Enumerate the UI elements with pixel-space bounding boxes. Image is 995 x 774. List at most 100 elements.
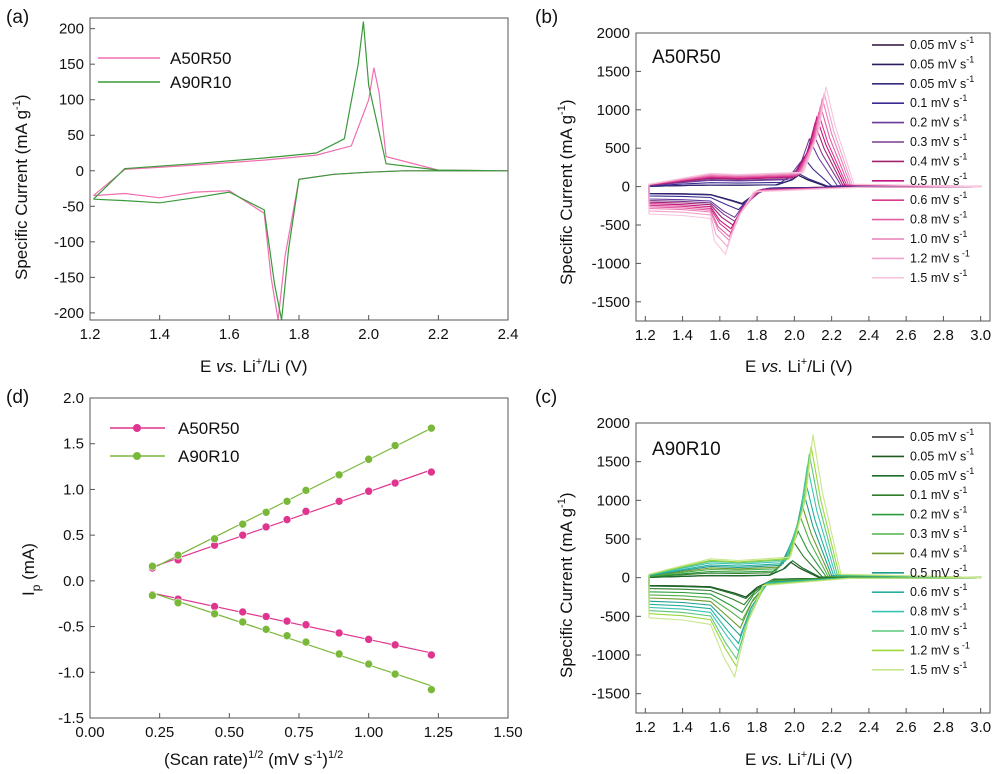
panel-d-y-axis-title: Ip (mA) — [19, 543, 43, 596]
x-tick-label: 3.0 — [970, 327, 991, 344]
data-point-a50r50 — [301, 620, 311, 630]
data-point-a90r10 — [148, 591, 157, 600]
panel-d-x-ticks: 0.00 0.25 0.50 0.75 1.00 1.25 1.50 — [75, 713, 523, 741]
legend-label-rate-3: 0.1 mV s-1 — [910, 93, 967, 110]
panel-b-plot — [648, 86, 982, 256]
panel-a-legend: A50R50 A90R10 — [98, 49, 231, 92]
cv-curve-a90r10 — [93, 21, 509, 321]
y-tick-label: 2000 — [597, 25, 630, 42]
data-point-a50r50 — [261, 522, 271, 532]
y-tick-label: 500 — [605, 531, 630, 548]
x-tick-label: 2.2 — [821, 719, 842, 736]
x-tick-label: 2.4 — [858, 327, 879, 344]
x-tick-label: 2.0 — [358, 326, 379, 343]
y-tick-label: 0.5 — [63, 527, 84, 544]
panel-c-letter: (c) — [535, 387, 557, 408]
legend-label-a50r50: A50R50 — [178, 419, 239, 438]
data-point-a50r50 — [238, 607, 248, 617]
data-point-a90r10 — [364, 454, 373, 464]
x-tick-label: 2.8 — [933, 327, 954, 344]
cv-curve-rate-12 — [648, 86, 982, 256]
data-point-a90r10 — [427, 685, 436, 694]
y-tick-label: 0 — [622, 570, 630, 587]
x-tick-label: 0.25 — [145, 724, 174, 741]
y-tick-label: -1.5 — [58, 710, 84, 727]
y-tick-label: 500 — [605, 140, 630, 157]
panel-c-plot — [648, 434, 982, 679]
data-point-a90r10 — [334, 470, 344, 480]
y-tick-label: -1000 — [592, 255, 630, 272]
data-point-a50r50 — [427, 467, 436, 477]
legend-label-rate-1: 0.05 mV s-1 — [910, 54, 974, 71]
y-tick-label: 100 — [59, 92, 84, 109]
y-tick-label: -1500 — [592, 686, 630, 703]
panel-a-frame — [89, 17, 509, 321]
x-tick-label: 3.0 — [970, 719, 991, 736]
legend-label-rate-2: 0.05 mV s-1 — [910, 466, 974, 483]
y-tick-label: 1500 — [597, 454, 630, 471]
legend-label-a90r10: A90R10 — [178, 447, 239, 466]
panel-a-y-axis-title: Specific Current (mA g-1) — [11, 94, 31, 280]
panel-d: (d) 0.00 0.25 0.50 0.75 1.00 1.25 1.50 -1.5-1.… — [6, 387, 523, 769]
data-point-a90r10 — [282, 497, 292, 506]
legend-label-rate-1: 0.05 mV s-1 — [910, 446, 974, 463]
panel-b-y-axis-title: Specific Current (mA g-1) — [556, 99, 576, 285]
panel-d-plot — [148, 423, 436, 694]
legend-label-rate-0: 0.05 mV s-1 — [910, 35, 974, 52]
x-tick-label: 1.2 — [635, 327, 656, 344]
panel-a-x-ticks: 1.2 1.4 1.6 1.8 2.0 2.2 2.4 — [80, 315, 518, 343]
panel-c-legend: 0.05 mV s-1 0.05 mV s-1 0.05 mV s-1 0.1 mV … — [872, 427, 974, 677]
x-tick-label: 1.8 — [289, 326, 310, 343]
panel-b-x-ticks: 1.2 1.4 1.6 1.8 2.0 2.2 2.4 2.6 2.8 3.0 — [635, 316, 991, 344]
panel-b-frame — [635, 32, 991, 322]
x-tick-label: 1.6 — [709, 719, 730, 736]
panel-a-y-ticks: -200 -150 -100 -50 0 50 100 150 200 — [54, 21, 95, 322]
data-point-a50r50 — [334, 497, 344, 506]
legend-label-rate-8: 0.6 mV s-1 — [910, 582, 967, 599]
panel-c-y-ticks: -1500 -1000 -500 0 500 1000 1500 2000 — [592, 415, 641, 703]
x-tick-label: 0.50 — [215, 724, 244, 741]
fit-line-a50r50-cathodic — [152, 592, 432, 654]
panel-a-letter: (a) — [6, 7, 29, 28]
fit-line-a50r50-anodic — [152, 469, 432, 568]
panel-c-frame — [635, 422, 991, 714]
panel-c: (c) 1.2 1.4 1.6 1.8 2.0 2.2 2.4 2.6 2.8 3.0 -1500… — [535, 387, 991, 769]
y-tick-label: -500 — [600, 217, 630, 234]
legend-label-rate-7: 0.5 mV s-1 — [910, 563, 967, 580]
panel-d-y-ticks: -1.5 -1.0 -0.5 0.0 0.5 1.0 1.5 2.0 — [58, 390, 95, 727]
data-point-a90r10 — [427, 423, 436, 433]
panel-c-sample-label: A90R10 — [652, 439, 721, 460]
x-tick-label: 1.25 — [424, 724, 453, 741]
panel-b-legend: 0.05 mV s-1 0.05 mV s-1 0.05 mV s-1 0.1 mV … — [872, 35, 974, 285]
legend-label-a50r50: A50R50 — [170, 49, 231, 68]
y-tick-label: 0.0 — [63, 573, 84, 590]
x-tick-label: 2.6 — [896, 719, 917, 736]
legend-label-rate-2: 0.05 mV s-1 — [910, 74, 974, 91]
y-tick-label: -200 — [54, 305, 84, 322]
data-point-a50r50 — [390, 478, 400, 488]
y-tick-label: 2.0 — [63, 390, 84, 407]
fit-line-a90r10-anodic — [152, 427, 432, 569]
data-point-a90r10 — [301, 486, 311, 495]
x-tick-label: 2.2 — [428, 326, 449, 343]
panel-b-sample-label: A50R50 — [652, 47, 721, 68]
legend-label-a90r10: A90R10 — [170, 73, 231, 92]
y-tick-label: 150 — [59, 56, 84, 73]
x-tick-label: 1.8 — [747, 719, 768, 736]
legend-label-rate-6: 0.4 mV s-1 — [910, 151, 967, 168]
panel-c-x-axis-title: E vs. Li+/Li (V) — [745, 749, 853, 769]
panel-d-letter: (d) — [6, 387, 29, 408]
data-point-a90r10 — [364, 659, 373, 669]
data-point-a50r50 — [364, 635, 373, 644]
x-tick-label: 1.8 — [747, 327, 768, 344]
legend-label-rate-9: 0.8 mV s-1 — [910, 602, 967, 619]
data-point-a50r50 — [261, 612, 271, 621]
legend-label-rate-4: 0.2 mV s-1 — [910, 505, 967, 522]
panel-a-plot — [93, 21, 509, 321]
data-point-a50r50 — [427, 650, 436, 660]
data-point-a90r10 — [390, 669, 400, 679]
x-tick-label: 1.50 — [493, 724, 522, 741]
data-point-a90r10 — [282, 631, 292, 641]
panel-b-y-ticks: -1500 -1000 -500 0 500 1000 1500 2000 — [592, 25, 641, 311]
